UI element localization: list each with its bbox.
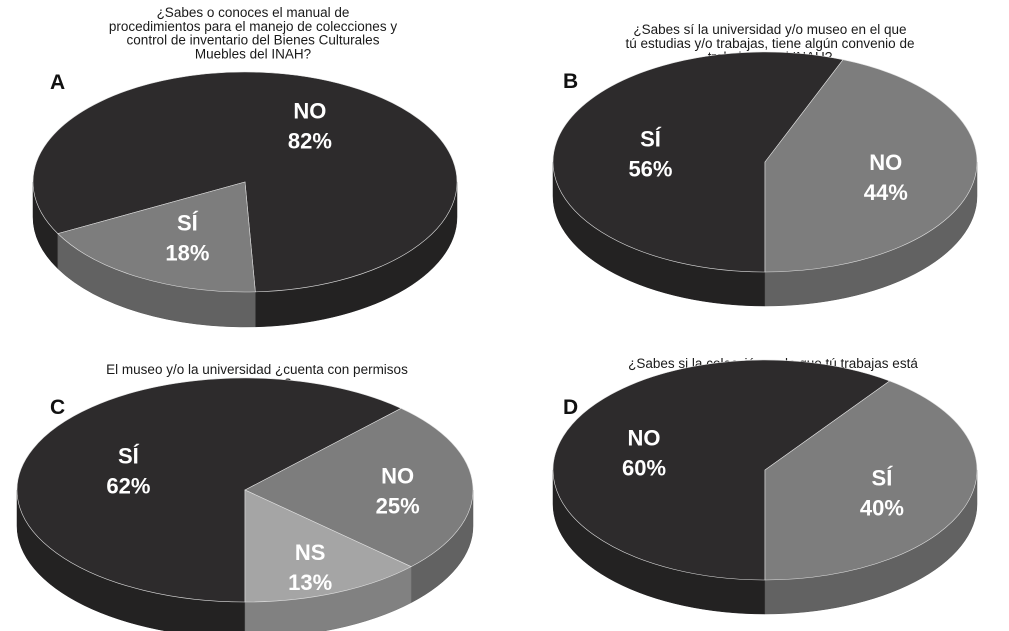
slice-label: NO — [381, 464, 414, 489]
pie-slice — [552, 51, 844, 273]
panel-letter: D — [563, 396, 578, 419]
slice-label: NO — [293, 99, 326, 124]
panel-letter: C — [50, 396, 65, 419]
chart-title-line: control de inventario del Bienes Cultura… — [127, 33, 380, 48]
pie-slice — [57, 181, 256, 293]
slice-label: SÍ — [872, 466, 894, 491]
pie-chart-d: ¿Sabes si la colección en la que tú trab… — [552, 356, 978, 615]
pie-chart-c: El museo y/o la universidad ¿cuenta con … — [16, 362, 474, 631]
slice-value-label: 56% — [628, 157, 672, 182]
pie-slice — [764, 59, 978, 273]
pie-slice — [244, 408, 474, 568]
panel-letter: B — [563, 70, 578, 93]
chart-title-line: ¿Sabes sí la universidad y/o museo en el… — [633, 22, 906, 37]
pie-slice — [552, 359, 891, 581]
slice-value-label: 82% — [288, 129, 332, 154]
chart-title-line: Muebles del INAH? — [195, 46, 311, 61]
panel-letter: A — [50, 71, 65, 94]
pie-slice — [16, 377, 402, 603]
slice-value-label: 44% — [864, 180, 908, 205]
chart-title-line: ¿Sabes o conoces el manual de — [157, 5, 350, 20]
slice-value-label: 62% — [106, 473, 150, 498]
slice-label: SÍ — [640, 127, 662, 152]
slice-value-label: 40% — [860, 496, 904, 521]
slice-label: NS — [295, 540, 326, 565]
slice-value-label: 60% — [622, 456, 666, 481]
chart-title-line: procedimientos para el manejo de colecci… — [109, 19, 397, 34]
slice-value-label: 18% — [165, 241, 209, 266]
slice-value-label: 13% — [288, 570, 332, 595]
slice-label: NO — [628, 426, 661, 451]
pie-slice — [764, 380, 978, 581]
pie-chart-b: ¿Sabes sí la universidad y/o museo en el… — [552, 22, 978, 307]
slice-value-label: 25% — [376, 494, 420, 519]
slice-label: SÍ — [118, 443, 140, 468]
slice-label: SÍ — [177, 211, 199, 236]
chart-title-line: tú estudias y/o trabajas, tiene algún co… — [626, 36, 915, 51]
pie-slice — [244, 489, 412, 603]
slice-label: NO — [869, 150, 902, 175]
chart-title-line: El museo y/o la universidad ¿cuenta con … — [106, 362, 408, 377]
pie-chart-a: ¿Sabes o conoces el manual deprocedimien… — [32, 5, 458, 328]
